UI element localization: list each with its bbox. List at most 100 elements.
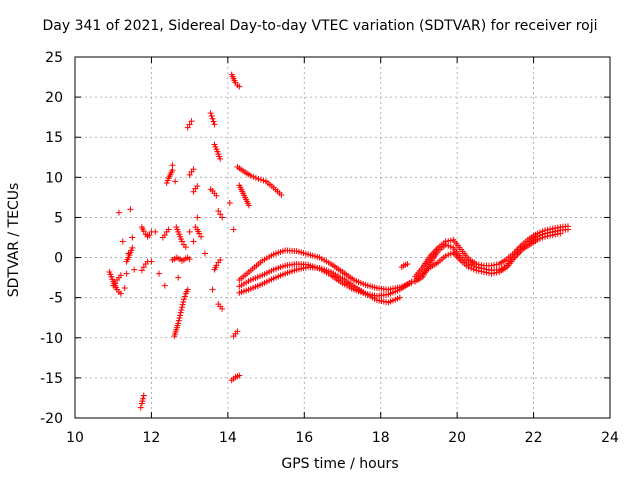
data-point <box>175 274 182 281</box>
data-point <box>208 112 215 119</box>
y-tick-label: 10 <box>45 170 63 186</box>
data-point <box>180 296 187 303</box>
data-point <box>445 237 452 244</box>
data-point <box>117 290 124 297</box>
y-tick-label: -20 <box>40 411 63 427</box>
data-point <box>176 314 183 321</box>
data-point <box>210 118 217 125</box>
data-point <box>190 188 197 195</box>
data-point <box>175 320 182 327</box>
data-point <box>194 183 201 190</box>
data-point <box>186 171 193 178</box>
data-point <box>156 270 163 277</box>
data-point <box>219 214 226 221</box>
data-point <box>475 267 482 274</box>
data-point <box>534 230 541 237</box>
data-point <box>112 280 119 287</box>
y-tick-label: -5 <box>49 291 63 307</box>
data-point <box>148 228 155 235</box>
x-tick-label: 18 <box>372 430 390 446</box>
data-point <box>209 115 216 122</box>
data-point <box>186 121 193 128</box>
data-point <box>201 250 208 257</box>
data-point <box>473 260 480 267</box>
data-point <box>493 261 500 268</box>
data-point <box>260 177 267 184</box>
data-point <box>544 233 551 240</box>
data-point <box>179 238 185 245</box>
data-point <box>211 121 218 128</box>
data-point <box>117 272 124 279</box>
data-point <box>396 294 403 301</box>
x-tick-label: 10 <box>66 430 84 446</box>
data-point <box>493 269 500 276</box>
data-point <box>115 209 122 216</box>
data-point <box>123 270 130 277</box>
data-point <box>226 200 233 207</box>
data-point <box>215 208 222 215</box>
data-point <box>488 270 495 277</box>
plot-frame <box>74 56 611 419</box>
data-point <box>180 298 187 305</box>
data-point <box>140 395 147 402</box>
data-point <box>542 227 549 234</box>
data-point <box>179 301 186 308</box>
data-point <box>217 211 224 218</box>
data-point <box>178 306 185 313</box>
data-point <box>207 110 214 117</box>
data-point <box>554 224 561 231</box>
data-point <box>219 305 226 312</box>
data-point <box>475 261 482 268</box>
x-tick-label: 24 <box>601 430 619 446</box>
data-point <box>245 202 252 209</box>
data-point <box>557 230 564 237</box>
data-point <box>121 285 128 292</box>
data-point <box>547 226 554 233</box>
data-point <box>131 266 138 273</box>
data-point <box>182 244 189 251</box>
data-point <box>140 228 147 235</box>
data-point <box>442 238 449 245</box>
x-tick-label: 16 <box>295 430 313 446</box>
data-point <box>564 223 571 230</box>
data-point <box>190 238 197 245</box>
data-point <box>217 155 224 162</box>
data-point <box>544 226 551 233</box>
data-point <box>177 309 184 316</box>
data-point <box>552 225 559 232</box>
data-point <box>186 256 193 263</box>
data-point <box>549 225 556 232</box>
data-point <box>549 232 556 239</box>
data-point <box>442 252 449 259</box>
data-point <box>140 392 147 399</box>
x-tick-label: 12 <box>143 430 161 446</box>
data-points <box>106 71 571 411</box>
data-point <box>184 286 191 293</box>
data-point <box>247 172 254 179</box>
data-point <box>278 191 285 198</box>
data-point <box>473 267 480 274</box>
data-point <box>252 174 259 181</box>
data-point <box>554 231 561 238</box>
data-point <box>129 234 136 241</box>
data-point <box>172 178 179 185</box>
data-point <box>188 118 195 125</box>
x-axis-label: GPS time / hours <box>281 456 399 472</box>
data-point <box>447 250 454 257</box>
y-tick-label: 25 <box>45 50 63 66</box>
y-tick-label: 0 <box>54 251 63 267</box>
data-point <box>175 317 182 324</box>
data-point <box>177 312 184 319</box>
data-point <box>480 268 487 275</box>
x-tick-label: 22 <box>525 430 543 446</box>
data-point <box>169 167 176 174</box>
data-point <box>217 256 224 263</box>
data-point <box>447 243 454 250</box>
y-tick-label: 20 <box>45 90 63 106</box>
data-point <box>465 264 472 271</box>
data-point <box>146 232 153 239</box>
data-point <box>230 226 237 233</box>
data-point <box>478 262 485 269</box>
data-point <box>485 270 492 277</box>
